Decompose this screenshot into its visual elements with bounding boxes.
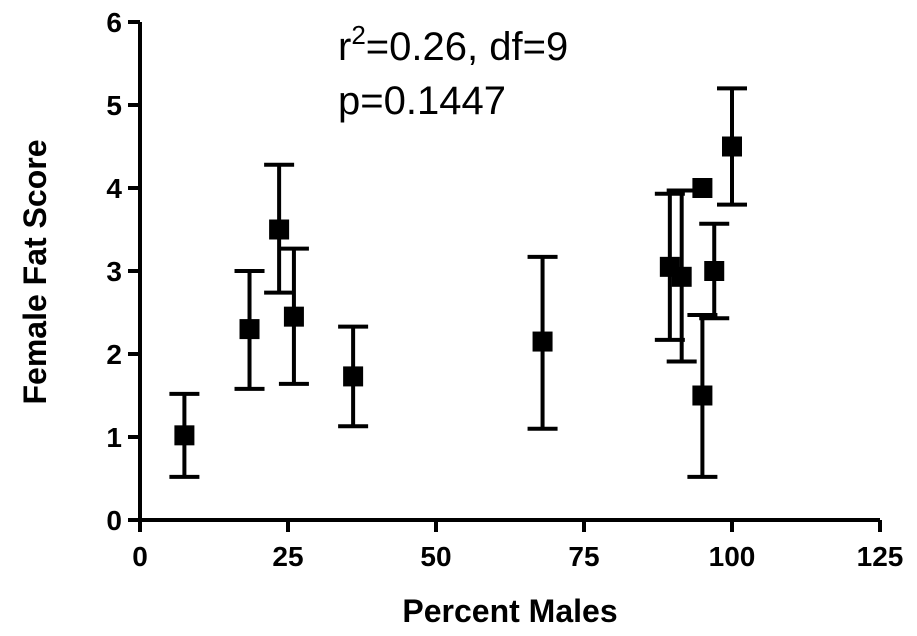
data-marker <box>269 219 290 240</box>
data-marker <box>671 266 692 287</box>
x-tick-label: 125 <box>857 541 904 572</box>
data-point <box>717 86 747 207</box>
y-tick-label: 3 <box>106 256 122 287</box>
data-point <box>666 188 697 364</box>
y-axis-title: Female Fat Score <box>17 140 53 405</box>
y-tick-label: 0 <box>106 505 122 536</box>
data-point <box>692 178 713 198</box>
y-tick-label: 2 <box>106 339 122 370</box>
data-point <box>699 221 730 321</box>
x-tick-label: 75 <box>568 541 599 572</box>
y-tick-label: 1 <box>106 422 122 453</box>
data-point <box>234 269 265 391</box>
r2-prefix: r <box>338 25 351 69</box>
data-marker <box>532 331 553 352</box>
data-point <box>338 324 369 429</box>
x-tick-label: 50 <box>420 541 451 572</box>
r2-superscript: 2 <box>351 20 365 50</box>
data-marker <box>239 319 260 340</box>
data-marker <box>692 178 713 198</box>
data-point <box>169 391 200 479</box>
data-marker <box>283 306 304 327</box>
data-point <box>278 246 309 386</box>
data-marker <box>722 136 742 157</box>
y-tick-label: 6 <box>106 7 122 38</box>
data-point <box>687 312 718 479</box>
data-point <box>527 254 558 431</box>
x-axis: 0 25 50 75 100 125 <box>132 518 904 572</box>
x-tick-label: 100 <box>709 541 756 572</box>
x-axis-title: Percent Males <box>402 593 617 629</box>
data-marker <box>704 261 725 281</box>
y-axis: 0 1 2 3 4 5 6 <box>106 7 142 536</box>
y-tick-label: 5 <box>106 90 122 121</box>
data-points <box>169 86 747 479</box>
r2-rest: =0.26, df=9 <box>366 25 568 69</box>
x-tick-label: 25 <box>272 541 303 572</box>
x-tick-label: 0 <box>132 541 148 572</box>
data-point <box>264 162 295 295</box>
data-marker <box>692 385 713 406</box>
y-tick-label: 4 <box>106 173 122 204</box>
data-marker <box>174 425 195 446</box>
stats-annotation-r2: r2=0.26, df=9 <box>338 20 568 69</box>
data-marker <box>343 366 364 387</box>
stats-annotation-p: p=0.1447 <box>338 79 506 123</box>
